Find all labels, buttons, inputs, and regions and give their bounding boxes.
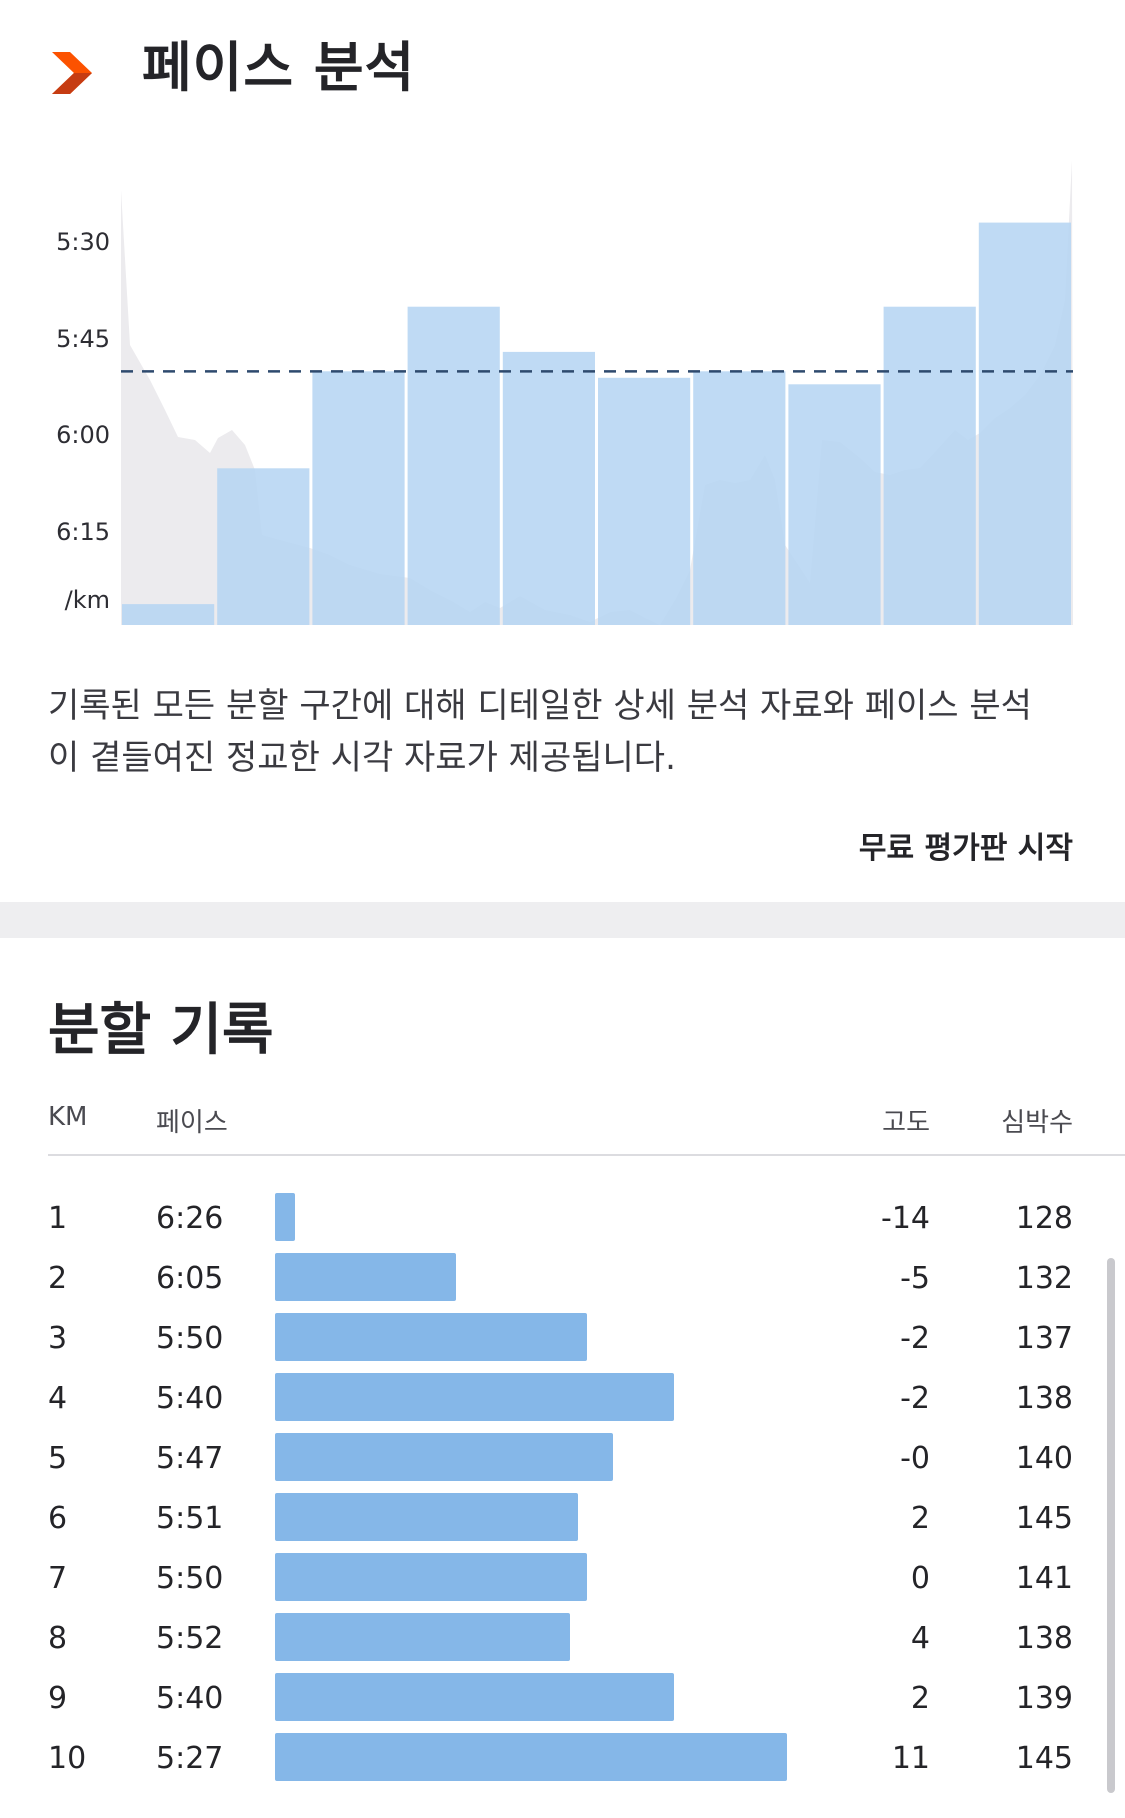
- y-tick-label: 5:30: [56, 228, 110, 256]
- start-free-trial-link[interactable]: 무료 평가판 시작: [858, 831, 1073, 866]
- split-pace: 5:51: [156, 1501, 224, 1536]
- split-pace: 5:27: [156, 1741, 224, 1776]
- split-elevation: 0: [910, 1561, 930, 1596]
- col-header-elevation: 고도: [882, 1108, 930, 1138]
- pace-bar: [978, 222, 1071, 625]
- split-km: 7: [48, 1561, 68, 1596]
- split-heart-rate: 138: [1015, 1381, 1073, 1416]
- table-row: 1 6:26 -14 128: [0, 1193, 1125, 1253]
- col-header-km: KM: [48, 1102, 88, 1132]
- split-km: 6: [48, 1501, 68, 1536]
- split-pace: 6:05: [156, 1261, 224, 1296]
- split-pace-bar: [275, 1253, 456, 1301]
- split-km: 5: [48, 1441, 68, 1476]
- split-elevation: 11: [891, 1741, 930, 1776]
- section-divider: [0, 902, 1125, 938]
- table-row: 4 5:40 -2 138: [0, 1373, 1125, 1433]
- split-elevation: -14: [881, 1201, 930, 1236]
- y-tick-label: 6:00: [56, 421, 110, 449]
- table-row: 6 5:51 2 145: [0, 1493, 1125, 1553]
- split-pace-bar: [275, 1673, 674, 1721]
- split-elevation: -2: [900, 1321, 930, 1356]
- split-pace: 5:47: [156, 1441, 224, 1476]
- scrollbar[interactable]: [1107, 1258, 1115, 1793]
- split-pace-bar: [275, 1493, 578, 1541]
- split-elevation: -0: [900, 1441, 930, 1476]
- strava-chevron-icon: [52, 52, 92, 94]
- split-km: 8: [48, 1621, 68, 1656]
- table-row: 9 5:40 2 139: [0, 1673, 1125, 1733]
- pace-bar: [788, 384, 881, 625]
- page-title: 페이스 분석: [142, 36, 416, 99]
- split-km: 3: [48, 1321, 68, 1356]
- split-elevation: 2: [910, 1501, 930, 1536]
- split-heart-rate: 140: [1015, 1441, 1073, 1476]
- split-elevation: -5: [900, 1261, 930, 1296]
- table-row: 8 5:52 4 138: [0, 1613, 1125, 1673]
- split-heart-rate: 137: [1015, 1321, 1073, 1356]
- pace-chart: [121, 160, 1073, 625]
- y-unit-label: /km: [64, 586, 110, 614]
- split-pace: 5:52: [156, 1621, 224, 1656]
- split-elevation: -2: [900, 1381, 930, 1416]
- split-pace-bar: [275, 1373, 674, 1421]
- col-header-pace: 페이스: [156, 1108, 228, 1138]
- table-row: 2 6:05 -5 132: [0, 1253, 1125, 1313]
- table-row: 7 5:50 0 141: [0, 1553, 1125, 1613]
- split-pace: 6:26: [156, 1201, 224, 1236]
- split-pace-bar: [275, 1553, 587, 1601]
- y-tick-label: 6:15: [56, 518, 110, 546]
- split-km: 2: [48, 1261, 68, 1296]
- y-tick-label: 5:45: [56, 325, 110, 353]
- split-km: 1: [48, 1201, 68, 1236]
- split-pace-bar: [275, 1193, 295, 1241]
- split-heart-rate: 145: [1015, 1741, 1073, 1776]
- split-heart-rate: 138: [1015, 1621, 1073, 1656]
- split-pace-bar: [275, 1733, 787, 1781]
- split-pace: 5:50: [156, 1321, 224, 1356]
- split-heart-rate: 141: [1015, 1561, 1073, 1596]
- split-pace: 5:40: [156, 1381, 224, 1416]
- pace-bar: [217, 468, 310, 625]
- split-elevation: 4: [910, 1621, 930, 1656]
- pace-bar: [598, 377, 691, 625]
- pace-bar: [407, 306, 500, 625]
- pace-bar: [883, 306, 976, 625]
- header-divider: [48, 1154, 1125, 1156]
- split-heart-rate: 128: [1015, 1201, 1073, 1236]
- col-header-heart-rate: 심박수: [1001, 1108, 1073, 1138]
- table-row: 3 5:50 -2 137: [0, 1313, 1125, 1373]
- split-pace: 5:40: [156, 1681, 224, 1716]
- split-pace-bar: [275, 1613, 570, 1661]
- table-row: 5 5:47 -0 140: [0, 1433, 1125, 1493]
- pace-bar: [502, 351, 595, 625]
- split-km: 9: [48, 1681, 68, 1716]
- split-km: 4: [48, 1381, 68, 1416]
- split-heart-rate: 145: [1015, 1501, 1073, 1536]
- split-km: 10: [48, 1741, 87, 1776]
- split-heart-rate: 132: [1015, 1261, 1073, 1296]
- split-elevation: 2: [910, 1681, 930, 1716]
- table-row: 10 5:27 11 145: [0, 1733, 1125, 1793]
- split-pace-bar: [275, 1433, 613, 1481]
- split-pace-bar: [275, 1313, 587, 1361]
- pace-bar: [312, 371, 405, 625]
- pace-bar: [693, 371, 786, 625]
- feature-description: 기록된 모든 분할 구간에 대해 디테일한 상세 분석 자료와 페이스 분석이 …: [48, 686, 1032, 778]
- pace-bar: [122, 604, 215, 625]
- splits-title: 분할 기록: [48, 998, 274, 1063]
- split-pace: 5:50: [156, 1561, 224, 1596]
- split-heart-rate: 139: [1015, 1681, 1073, 1716]
